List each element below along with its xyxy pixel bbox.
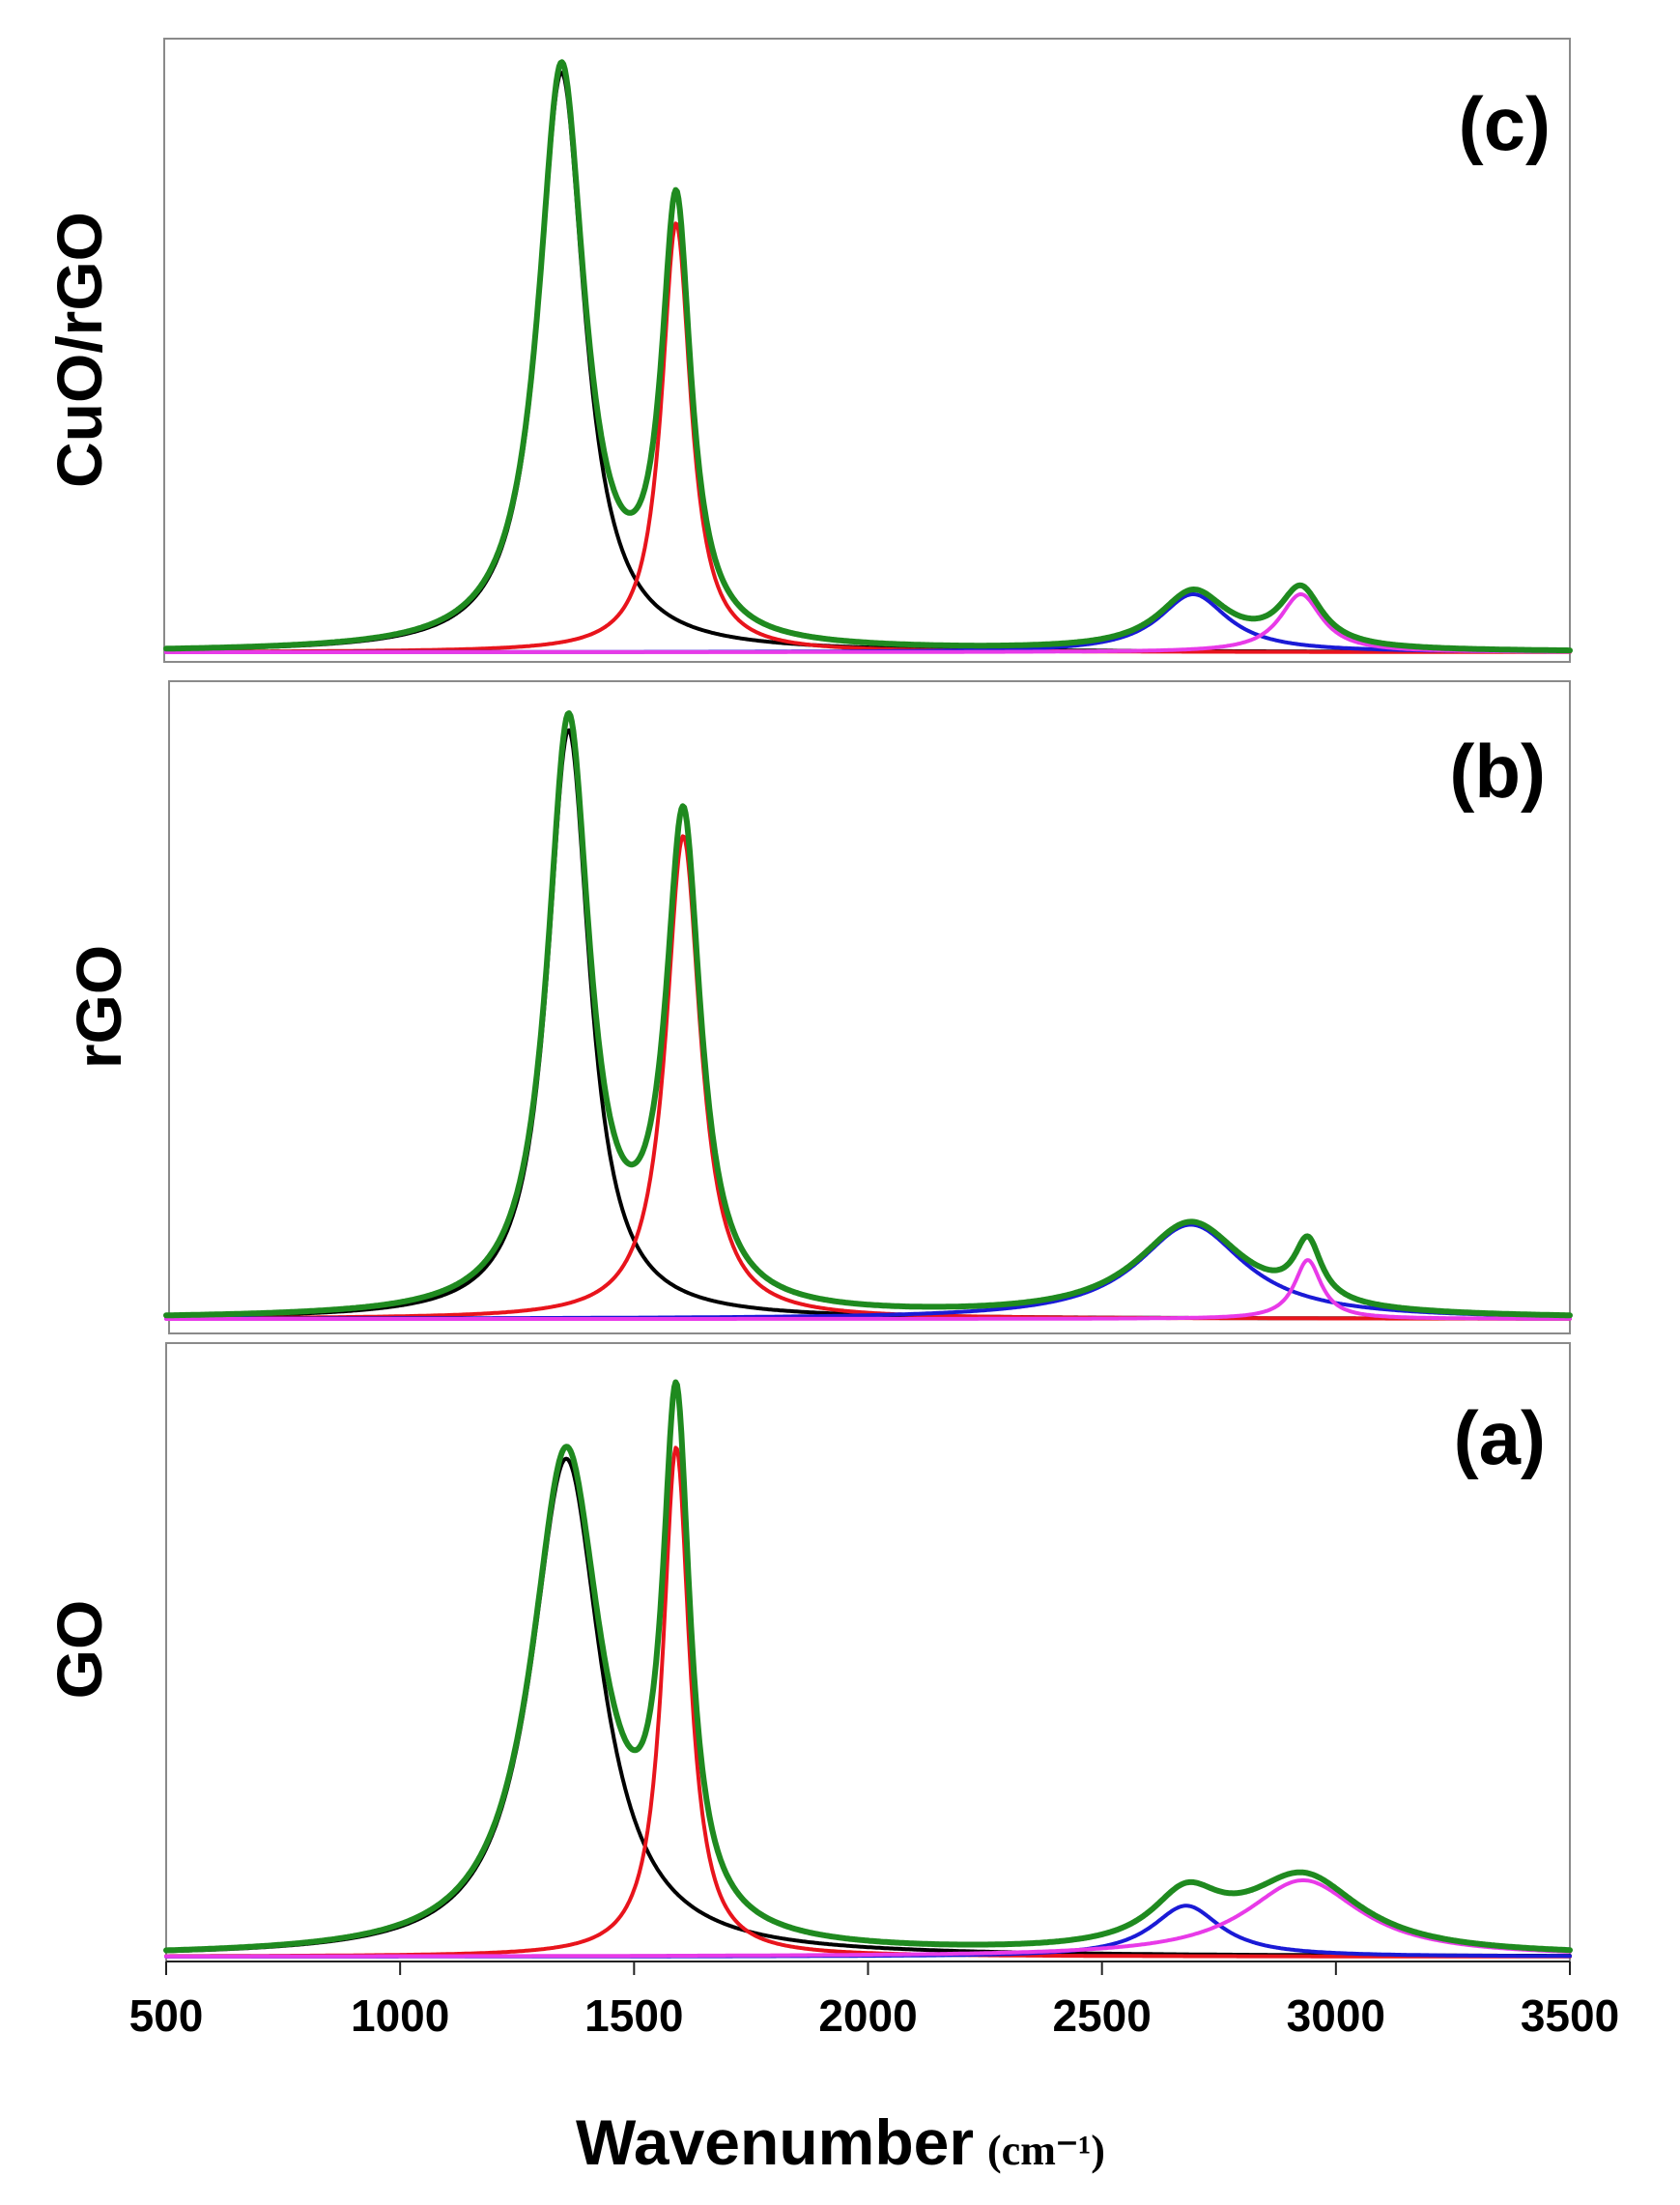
panel-cuo-rgo: (c) CuO/rGO	[43, 38, 1573, 663]
fit-curve-g	[164, 1446, 1572, 1959]
panel-frame	[168, 680, 1571, 1334]
fit-curve-g	[164, 221, 1572, 654]
x-tick-label: 3500	[1521, 1990, 1619, 2041]
fit-curve-d-g	[164, 1258, 1572, 1321]
x-tick-label: 3000	[1287, 1990, 1385, 2041]
panel-rgo: (b) rGO	[63, 680, 1573, 1334]
panel-label: (a)	[1454, 1395, 1546, 1480]
x-tick-label: 1000	[351, 1990, 449, 2041]
panel-frame	[165, 1342, 1571, 1962]
panel-frame	[163, 38, 1571, 663]
fit-curve-d	[164, 71, 1572, 654]
panel-label: (b)	[1449, 729, 1546, 814]
panel-curves	[163, 710, 1573, 1321]
x-axis-title: Wavenumber (cm⁻¹)	[576, 2106, 1105, 2178]
panel-label: (c)	[1459, 81, 1551, 166]
fit-curve-sum	[163, 1379, 1573, 1954]
x-tick-label: 2000	[818, 1990, 917, 2041]
x-ticks: 500 1000 1500 2000 2500 3000 3500	[129, 1962, 1619, 2041]
panel-curves	[163, 59, 1573, 654]
panel-go: (a) GO	[43, 1342, 1573, 1962]
y-axis-label: GO	[43, 1600, 115, 1700]
x-axis-label: Wavenumber	[576, 2106, 974, 2178]
panel-curves	[163, 1379, 1573, 1959]
fit-curve-sum	[163, 59, 1573, 654]
x-tick-label: 500	[129, 1990, 204, 2041]
x-axis: 500 1000 1500 2000 2500 3000 3500 Wavenumber (c…	[129, 1961, 1619, 2178]
x-axis-unit: (cm⁻¹)	[987, 2127, 1105, 2174]
fit-curve-g	[164, 834, 1572, 1321]
fit-curve-d	[164, 1456, 1572, 1959]
x-tick-label: 2500	[1052, 1990, 1151, 2041]
y-axis-label: CuO/rGO	[43, 212, 115, 488]
fit-curve-d-g	[164, 592, 1572, 654]
fit-curve-sum	[163, 710, 1573, 1319]
fit-curve-d-g	[164, 1877, 1572, 1959]
y-axis-label: rGO	[63, 945, 134, 1069]
fit-curve-d	[164, 728, 1572, 1321]
x-tick-label: 1500	[584, 1990, 683, 2041]
